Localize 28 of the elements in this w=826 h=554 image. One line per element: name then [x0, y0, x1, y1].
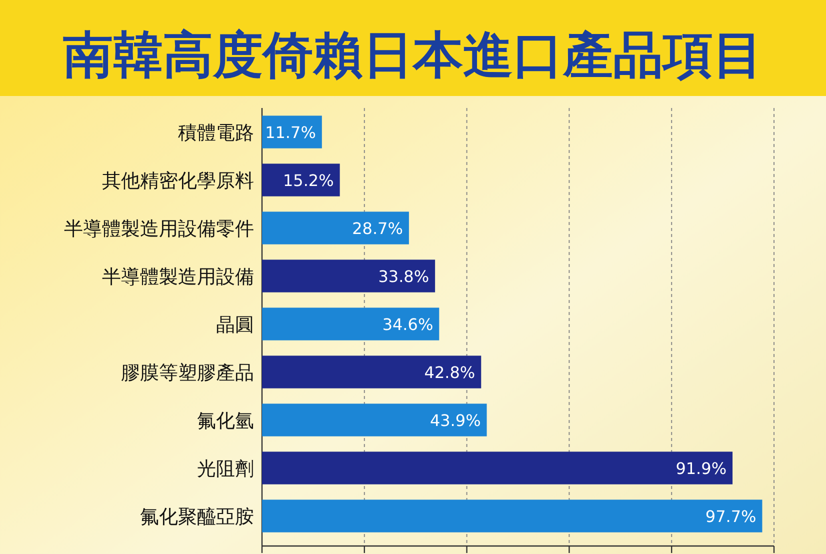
data-label: 11.7% [265, 123, 316, 142]
bar [262, 164, 340, 196]
chart-title: 南韓高度倚賴日本進口產品項目 [63, 26, 763, 84]
y-tick-label: 其他精密化學原料 [102, 170, 254, 192]
bar [262, 356, 482, 388]
bar [262, 500, 762, 532]
data-label: 97.7% [705, 507, 756, 526]
y-tick-label: 積體電路 [178, 122, 254, 144]
bar [262, 308, 440, 340]
data-label: 43.9% [430, 411, 481, 430]
bar [262, 452, 733, 484]
data-label: 34.6% [382, 315, 434, 334]
bar [262, 404, 487, 436]
data-label: 28.7% [352, 219, 403, 238]
bar [262, 260, 436, 292]
y-tick-label: 光阻劑 [197, 458, 254, 480]
y-tick-label: 膠膜等塑膠產品 [121, 362, 254, 384]
data-label: 33.8% [378, 267, 430, 286]
y-tick-label: 半導體製造用設備 [102, 266, 254, 288]
y-tick-label: 氟化氫 [197, 410, 254, 432]
y-tick-label: 氟化聚醯亞胺 [140, 506, 254, 528]
bar [262, 116, 322, 148]
y-tick-label: 半導體製造用設備零件 [64, 218, 254, 240]
bar [262, 212, 409, 244]
data-label: 42.8% [424, 363, 476, 382]
data-label: 91.9% [676, 459, 727, 478]
y-tick-label: 晶圓 [216, 314, 254, 336]
data-label: 15.2% [282, 171, 334, 190]
